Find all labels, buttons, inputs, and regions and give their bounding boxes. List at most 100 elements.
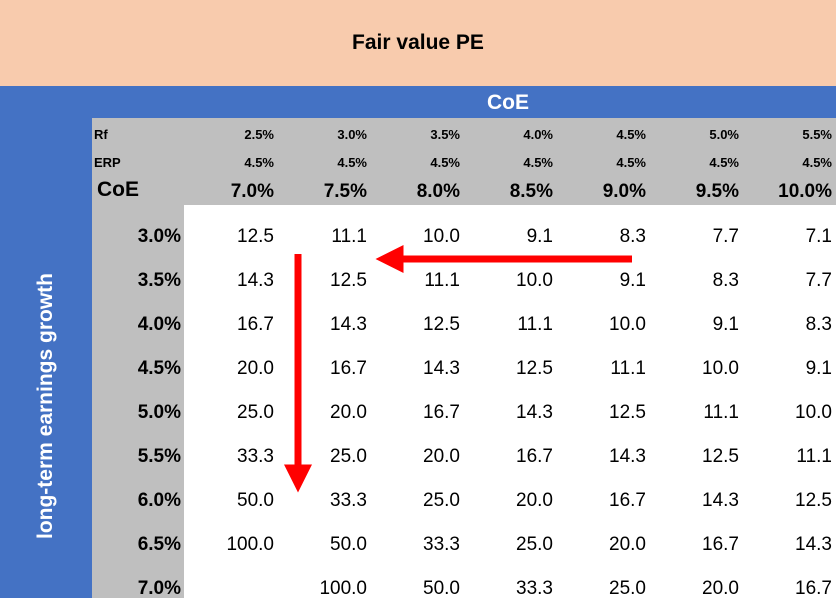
rf-value: 5.0% <box>709 127 739 142</box>
pe-cell: 16.7 <box>702 534 739 555</box>
title-band: Fair value PE <box>0 0 836 86</box>
pe-cell: 33.3 <box>516 578 553 599</box>
pe-cell: 20.0 <box>702 578 739 599</box>
pe-cell: 25.0 <box>516 534 553 555</box>
pe-cell: 11.1 <box>424 270 460 291</box>
pe-cell: 10.0 <box>516 270 553 291</box>
erp-value: 4.5% <box>337 155 367 170</box>
pe-cell: 10.0 <box>702 358 739 379</box>
assumption-header <box>92 118 836 205</box>
pe-cell: 14.3 <box>237 270 274 291</box>
erp-value: 4.5% <box>523 155 553 170</box>
growth-label-column <box>92 205 184 598</box>
rf-value: 4.0% <box>523 127 553 142</box>
growth-row-label: 6.5% <box>137 534 181 555</box>
pe-cell: 25.0 <box>330 446 367 467</box>
erp-value: 4.5% <box>430 155 460 170</box>
pe-cell: 25.0 <box>423 490 460 511</box>
pe-cell: 11.1 <box>610 358 646 379</box>
pe-cell: 12.5 <box>795 490 832 511</box>
growth-row-label: 5.0% <box>137 402 181 423</box>
pe-cell: 12.5 <box>423 314 460 335</box>
page-title: Fair value PE <box>352 31 484 54</box>
pe-cell: 50.0 <box>237 490 274 511</box>
erp-value: 4.5% <box>802 155 832 170</box>
pe-cell: 14.3 <box>516 402 553 423</box>
growth-row-label: 4.5% <box>137 358 181 379</box>
pe-cell: 20.0 <box>516 490 553 511</box>
pe-cell: 12.5 <box>609 402 646 423</box>
coe-value: 10.0% <box>778 181 832 202</box>
pe-cell: 9.1 <box>805 358 832 379</box>
pe-cell: 11.1 <box>517 314 553 335</box>
pe-cell: 8.3 <box>805 314 832 335</box>
pe-cell: 12.5 <box>702 446 739 467</box>
coe-header-band: CoE <box>0 86 836 118</box>
pe-cell: 20.0 <box>330 402 367 423</box>
rf-value: 3.5% <box>430 127 460 142</box>
pe-cell: 10.0 <box>609 314 646 335</box>
pe-cell: 10.0 <box>423 226 460 247</box>
pe-table-body <box>184 205 836 598</box>
pe-cell: 16.7 <box>237 314 274 335</box>
pe-cell: 12.5 <box>237 226 274 247</box>
coe-row-label: CoE <box>97 178 139 201</box>
pe-cell: 16.7 <box>423 402 460 423</box>
erp-value: 4.5% <box>616 155 646 170</box>
erp-value: 4.5% <box>244 155 274 170</box>
growth-axis-band <box>0 118 92 598</box>
pe-cell: 9.1 <box>712 314 739 335</box>
pe-cell: 9.1 <box>526 226 553 247</box>
pe-cell: 7.1 <box>805 226 832 247</box>
pe-cell: 100.0 <box>319 578 367 599</box>
coe-header-label: CoE <box>487 91 529 114</box>
pe-cell: 7.7 <box>712 226 739 247</box>
pe-cell: 8.3 <box>619 226 646 247</box>
pe-cell: 16.7 <box>609 490 646 511</box>
growth-row-label: 6.0% <box>137 490 181 511</box>
coe-value: 8.0% <box>416 181 460 202</box>
pe-cell: 8.3 <box>712 270 739 291</box>
rf-row-label: Rf <box>94 127 108 142</box>
pe-cell: 33.3 <box>330 490 367 511</box>
growth-row-label: 5.5% <box>137 446 181 467</box>
pe-cell: 33.3 <box>237 446 274 467</box>
erp-row-label: ERP <box>94 155 121 170</box>
pe-cell: 14.3 <box>702 490 739 511</box>
pe-cell: 50.0 <box>330 534 367 555</box>
rf-value: 5.5% <box>802 127 832 142</box>
pe-cell: 11.1 <box>703 402 739 423</box>
rf-value: 2.5% <box>244 127 274 142</box>
pe-cell: 9.1 <box>619 270 646 291</box>
pe-cell: 12.5 <box>330 270 367 291</box>
growth-row-label: 4.0% <box>137 314 181 335</box>
growth-axis-label: long-term earnings growth <box>34 272 57 540</box>
pe-cell: 20.0 <box>237 358 274 379</box>
coe-value: 9.5% <box>695 181 739 202</box>
pe-cell: 14.3 <box>423 358 460 379</box>
rf-value: 3.0% <box>337 127 367 142</box>
pe-cell: 25.0 <box>609 578 646 599</box>
pe-cell: 100.0 <box>226 534 274 555</box>
pe-cell: 16.7 <box>516 446 553 467</box>
pe-cell: 20.0 <box>609 534 646 555</box>
pe-cell: 10.0 <box>795 402 832 423</box>
coe-value: 7.5% <box>323 181 367 202</box>
pe-cell: 50.0 <box>423 578 460 599</box>
coe-value: 9.0% <box>602 181 646 202</box>
pe-cell: 11.1 <box>331 226 367 247</box>
pe-cell: 16.7 <box>330 358 367 379</box>
growth-row-label: 3.5% <box>137 270 181 291</box>
pe-cell: 20.0 <box>423 446 460 467</box>
erp-value: 4.5% <box>709 155 739 170</box>
pe-cell: 33.3 <box>423 534 460 555</box>
pe-cell: 14.3 <box>330 314 367 335</box>
pe-cell: 14.3 <box>795 534 832 555</box>
coe-value: 8.5% <box>509 181 553 202</box>
growth-row-label: 3.0% <box>137 226 181 247</box>
pe-cell: 14.3 <box>609 446 646 467</box>
pe-cell: 25.0 <box>237 402 274 423</box>
pe-cell: 11.1 <box>796 446 832 467</box>
coe-value: 7.0% <box>230 181 274 202</box>
pe-cell: 12.5 <box>516 358 553 379</box>
